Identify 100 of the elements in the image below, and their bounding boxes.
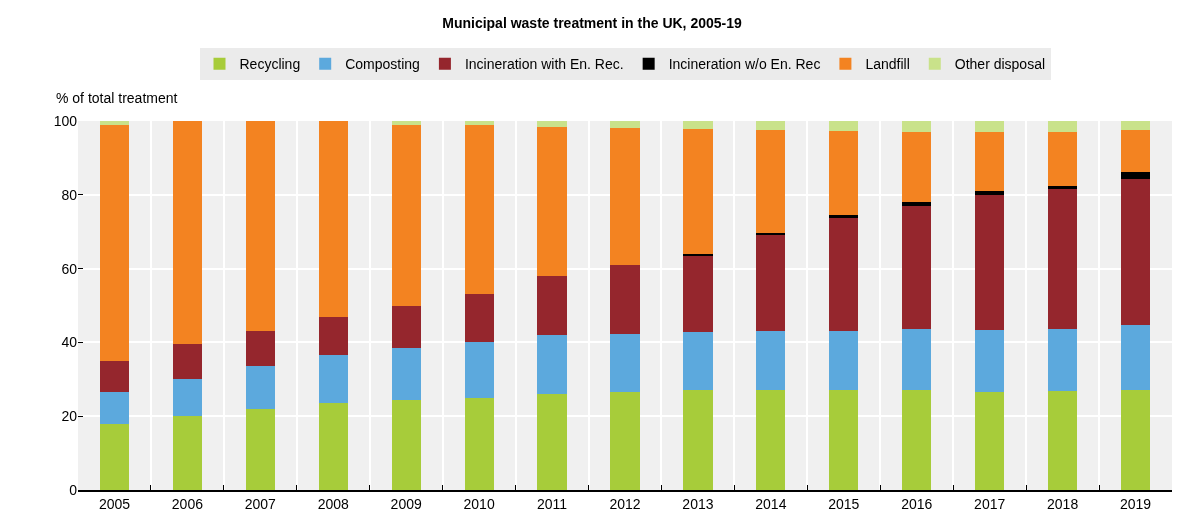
bar (391, 399, 421, 490)
bar (172, 121, 202, 345)
bar (1120, 121, 1151, 131)
bar (829, 131, 859, 216)
bar (318, 121, 348, 317)
y-tick-label: 40 (61, 334, 78, 351)
bar (99, 392, 130, 424)
bar (1120, 389, 1151, 490)
bar (318, 355, 348, 404)
bar (537, 394, 567, 490)
y-tick-label: 80 (61, 186, 78, 203)
bar (683, 389, 713, 490)
bar (99, 360, 130, 393)
y-axis-title: % of total treatment (56, 90, 178, 106)
bar (537, 121, 567, 127)
bar (1120, 179, 1151, 326)
bar (902, 121, 932, 133)
y-tick-label: 60 (61, 260, 78, 277)
bar (391, 124, 421, 306)
bar (829, 330, 859, 391)
x-tick-label: 2011 (537, 495, 568, 512)
legend-label: Other disposal (954, 56, 1046, 73)
bar (537, 126, 567, 276)
bar (975, 391, 1005, 490)
bar (1120, 130, 1151, 172)
x-tick-label: 2008 (317, 495, 350, 512)
bar (464, 342, 494, 398)
bar (756, 130, 786, 234)
legend-label: Incineration with En. Rec. (464, 56, 624, 73)
x-tick-label: 2013 (682, 495, 714, 512)
bar (245, 331, 275, 367)
bar (172, 344, 202, 380)
bar (391, 305, 421, 348)
bar (1048, 390, 1078, 490)
x-tick-label: 2016 (901, 495, 933, 512)
x-tick-label: 2015 (828, 495, 860, 512)
x-tick-label: 2019 (1119, 495, 1152, 512)
bar (829, 215, 859, 219)
bar (829, 218, 859, 331)
bar (1048, 185, 1078, 189)
x-tick-label: 2012 (609, 495, 641, 512)
x-tick-label: 2006 (171, 495, 204, 512)
bar (99, 124, 130, 361)
chart-title: Municipal waste treatment in the UK, 2005-19 (442, 15, 742, 32)
bar (756, 330, 786, 391)
bar (975, 329, 1005, 392)
x-tick-label: 2014 (755, 495, 787, 512)
bar (245, 408, 275, 490)
bar (902, 132, 932, 203)
bar (1120, 171, 1151, 180)
bar (245, 366, 275, 409)
bar (683, 121, 713, 130)
bar (902, 205, 932, 330)
bar (683, 332, 713, 390)
bar (1048, 188, 1078, 329)
bar (756, 390, 786, 490)
bar (610, 333, 640, 392)
x-tick-label: 2017 (974, 495, 1006, 512)
bar (1048, 121, 1078, 133)
bar (1048, 328, 1078, 391)
y-tick-label: 0 (69, 481, 78, 498)
legend-label: Recycling (239, 56, 301, 73)
bar (172, 379, 202, 417)
bar (829, 390, 859, 490)
bar (610, 265, 640, 334)
bar (464, 294, 494, 343)
bar (391, 347, 421, 400)
bar (99, 121, 130, 125)
bar (829, 121, 859, 132)
bar (975, 195, 1005, 330)
bar (1120, 325, 1151, 390)
bar (99, 423, 130, 490)
legend-label: Composting (345, 56, 420, 73)
x-tick-label: 2009 (390, 495, 422, 512)
bar (610, 127, 640, 266)
x-tick-label: 2005 (98, 495, 131, 512)
bar (1048, 132, 1078, 186)
bar (537, 275, 567, 336)
bar (245, 121, 275, 332)
bar (464, 124, 494, 295)
bar (391, 121, 421, 125)
bar (975, 121, 1005, 133)
bar (172, 416, 202, 490)
bar (756, 121, 786, 131)
x-tick-label: 2018 (1047, 495, 1079, 512)
bar (975, 191, 1005, 196)
bar (610, 391, 640, 490)
bar (683, 129, 713, 255)
legend-label: Incineration w/o En. Rec (668, 56, 821, 73)
bar (464, 397, 494, 490)
bar (537, 335, 567, 395)
bar (902, 390, 932, 490)
legend-label: Landfill (865, 56, 910, 73)
bar (318, 316, 348, 356)
bar (902, 202, 932, 206)
y-tick-label: 100 (53, 112, 78, 129)
bar (902, 329, 932, 391)
bar (318, 403, 348, 490)
bar (610, 121, 640, 128)
bar (464, 121, 494, 125)
